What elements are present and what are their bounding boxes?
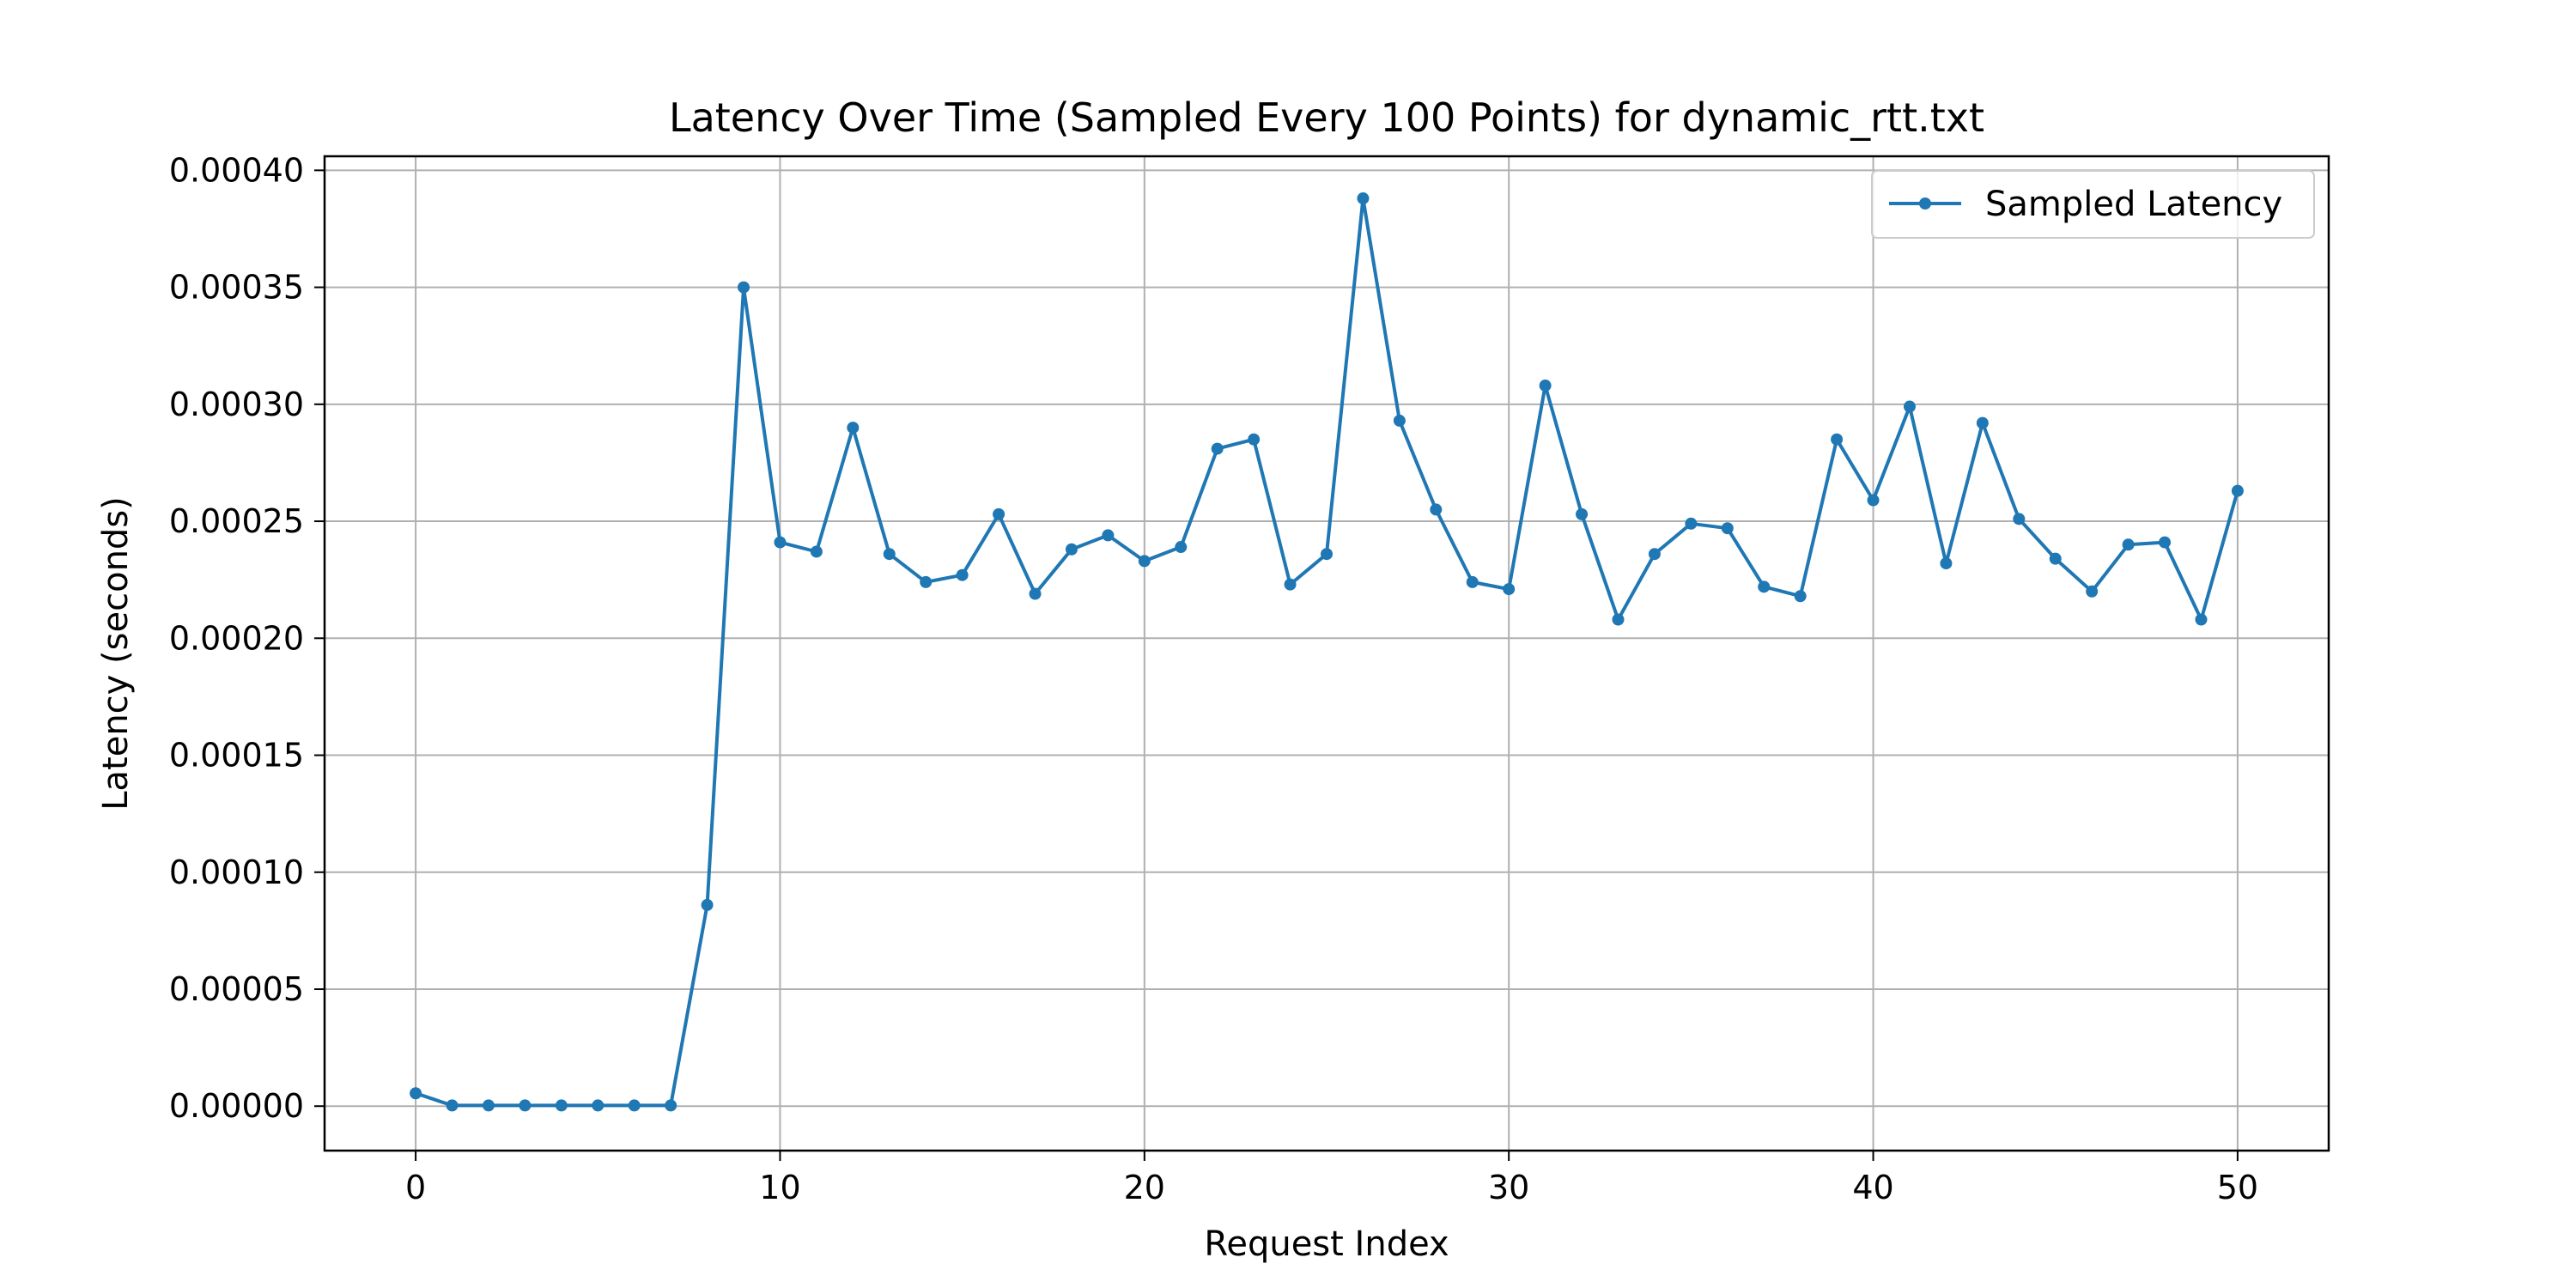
data-point [701,898,714,911]
data-point [2159,536,2172,549]
data-point [1976,416,1989,429]
data-point [1503,583,1516,596]
y-tick-label: 0.00025 [169,502,304,540]
grid [325,156,2329,1151]
data-point [2231,484,2244,497]
data-point [1175,541,1188,554]
data-point [1393,414,1406,427]
chart-title: Latency Over Time (Sampled Every 100 Poi… [669,94,1984,141]
data-point [956,568,969,581]
x-tick-label: 50 [2217,1169,2258,1206]
data-point [993,507,1005,520]
legend-box [1871,170,2315,239]
x-tick-label: 20 [1124,1169,1165,1206]
data-point [1940,557,1953,570]
data-point [1539,380,1552,392]
y-tick-label: 0.00015 [169,737,304,775]
data-point [1138,555,1151,568]
data-point [920,575,933,588]
data-point [1867,494,1880,507]
x-axis-label: Request Index [1204,1224,1449,1264]
data-point [555,1099,568,1112]
data-point [519,1099,532,1112]
data-point [2049,552,2062,565]
data-point [847,422,860,434]
series-layer [410,192,2244,1112]
y-tick-label: 0.00020 [169,619,304,657]
x-tick-label: 0 [405,1169,426,1206]
data-point [592,1099,605,1112]
data-point [1430,503,1443,516]
data-point [1466,575,1479,588]
x-tick-label: 30 [1488,1169,1529,1206]
data-point [810,545,823,558]
legend: Sampled Latency [1871,170,2315,239]
data-point [738,281,750,294]
legend-marker-swatch [1919,197,1931,210]
ticks: 0 10 20 30 40 50 0.00000 0.00005 0.00010 0.00015 0… [169,151,2258,1206]
data-point [628,1099,641,1112]
y-tick-label: 0.00000 [169,1087,304,1125]
data-point [1357,192,1370,205]
data-point [1685,517,1698,530]
legend-label: Sampled Latency [1985,185,2282,224]
x-tick-label: 10 [759,1169,800,1206]
data-point [665,1099,677,1112]
data-point [2195,613,2208,626]
data-point [1576,507,1589,520]
data-point [2013,513,2026,526]
data-point [1903,400,1916,413]
data-point [1029,587,1042,600]
data-point [1758,580,1771,593]
data-point [2086,585,2099,598]
data-point [1612,613,1625,626]
data-point [482,1099,495,1112]
plot-frame [323,155,2330,1152]
data-point [883,548,896,561]
data-point [1211,442,1224,455]
data-point [1102,529,1115,542]
x-tick-label: 40 [1852,1169,1893,1206]
data-point [1721,522,1734,535]
data-point [1248,433,1261,446]
data-point [410,1087,422,1100]
y-tick-label: 0.00010 [169,854,304,891]
y-axis-label: Latency (seconds) [96,496,136,811]
data-point [1794,590,1807,603]
y-tick-label: 0.00040 [169,151,304,189]
data-point [774,536,787,549]
data-point [1831,433,1844,446]
y-tick-label: 0.00005 [169,970,304,1008]
data-point [1284,578,1297,591]
data-point [1321,548,1333,561]
y-tick-label: 0.00030 [169,386,304,423]
data-point [446,1099,459,1112]
data-point [1648,548,1661,561]
data-point [2122,538,2135,551]
data-point [1065,543,1078,556]
y-tick-label: 0.00035 [169,269,304,307]
